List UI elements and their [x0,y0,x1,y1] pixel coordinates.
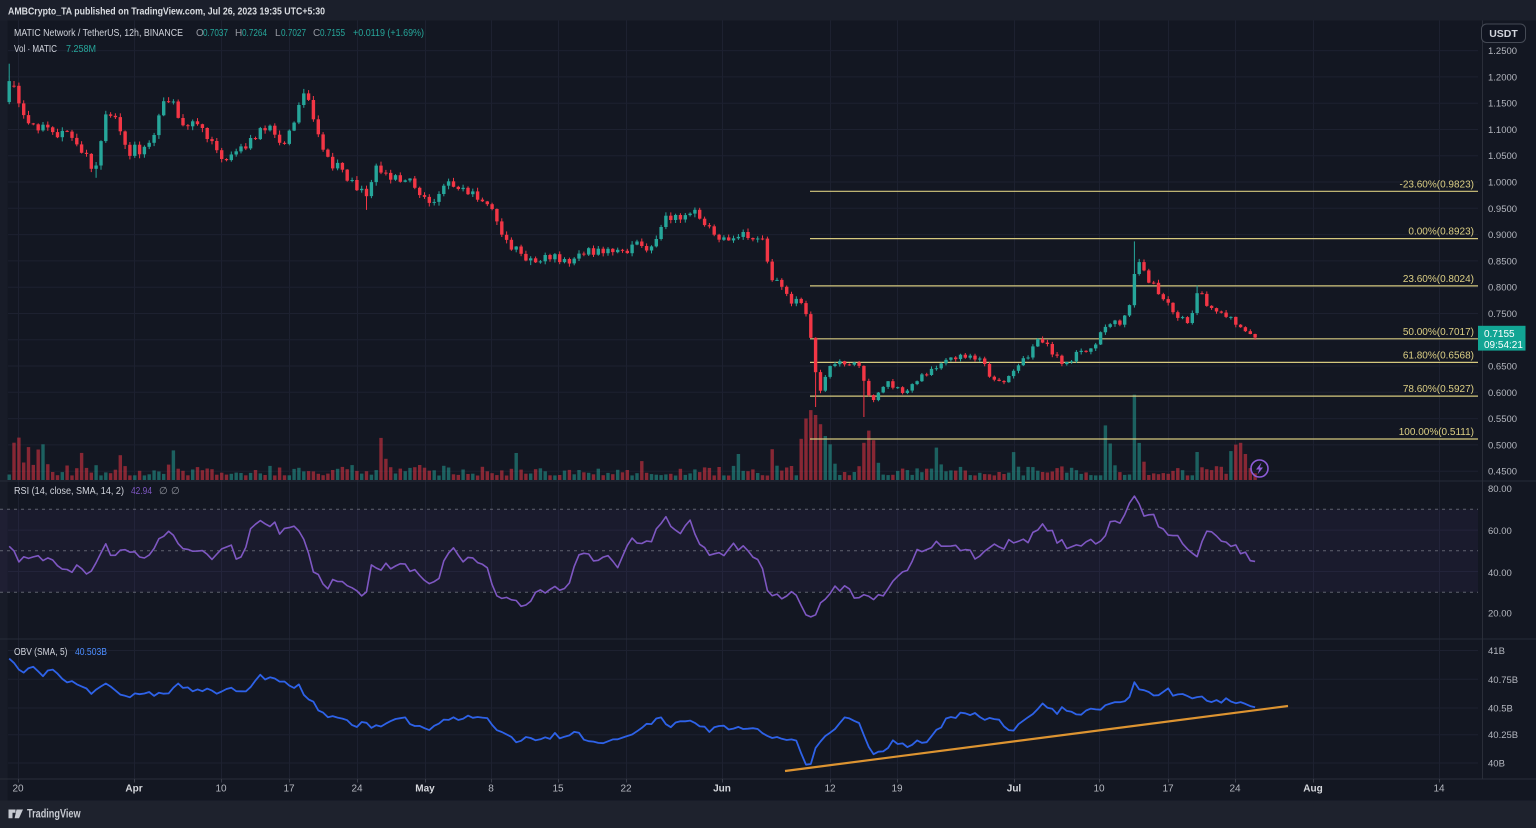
svg-text:20: 20 [12,784,24,795]
svg-text:15: 15 [552,784,564,795]
svg-text:24: 24 [351,784,363,795]
svg-text:0.7155: 0.7155 [1484,329,1515,340]
svg-text:50.00%(0.7017): 50.00%(0.7017) [1403,327,1474,338]
svg-text:100.00%(0.5111): 100.00%(0.5111) [1399,427,1474,438]
svg-text:1.2000: 1.2000 [1488,72,1517,83]
svg-text:O: O [196,28,204,39]
svg-text:Apr: Apr [125,784,142,795]
svg-text:USDT: USDT [1489,28,1518,40]
svg-text:1.1000: 1.1000 [1488,125,1517,136]
svg-text:TradingView: TradingView [27,807,81,821]
svg-text:61.80%(0.6568): 61.80%(0.6568) [1403,350,1474,361]
svg-text:0.7027: 0.7027 [281,28,306,39]
svg-text:78.60%(0.5927): 78.60%(0.5927) [1403,384,1474,395]
svg-text:12: 12 [824,784,836,795]
svg-text:Vol · MATIC: Vol · MATIC [14,44,57,55]
svg-text:40.5B: 40.5B [1488,704,1513,715]
svg-text:C: C [313,28,320,39]
svg-text:0.7037: 0.7037 [203,28,228,39]
svg-text:1.0500: 1.0500 [1488,151,1517,162]
svg-text:20.00: 20.00 [1488,609,1512,620]
svg-text:40.75B: 40.75B [1488,675,1518,686]
svg-text:0.4500: 0.4500 [1488,467,1517,478]
svg-text:10: 10 [215,784,227,795]
svg-text:MATIC Network / TetherUS, 12h,: MATIC Network / TetherUS, 12h, BINANCE [14,28,183,39]
svg-text:0.9000: 0.9000 [1488,230,1517,241]
svg-text:0.00%(0.8923): 0.00%(0.8923) [1408,227,1474,238]
svg-text:Jun: Jun [713,784,731,795]
svg-text:OBV (SMA, 5): OBV (SMA, 5) [14,647,68,658]
svg-text:23.60%(0.8024): 23.60%(0.8024) [1403,274,1474,285]
svg-text:40.00: 40.00 [1488,568,1512,579]
svg-text:+0.0119 (+1.69%): +0.0119 (+1.69%) [353,28,424,39]
svg-text:0.7500: 0.7500 [1488,309,1517,320]
svg-text:40.25B: 40.25B [1488,730,1518,741]
svg-text:1.2500: 1.2500 [1488,46,1517,57]
svg-text:24: 24 [1229,784,1241,795]
svg-text:Aug: Aug [1303,784,1322,795]
svg-text:10: 10 [1093,784,1105,795]
svg-text:80.00: 80.00 [1488,484,1512,495]
svg-text:0.6000: 0.6000 [1488,388,1517,399]
svg-text:09:54:21: 09:54:21 [1484,340,1523,351]
svg-text:17: 17 [1162,784,1174,795]
svg-text:60.00: 60.00 [1488,526,1512,537]
svg-text:L: L [275,28,281,39]
svg-text:22: 22 [620,784,632,795]
svg-text:∅: ∅ [171,486,180,497]
svg-text:40B: 40B [1488,759,1505,770]
svg-text:Jul: Jul [1007,784,1022,795]
svg-text:1.1500: 1.1500 [1488,99,1517,110]
svg-text:42.94: 42.94 [131,486,152,497]
svg-text:AMBCrypto_TA published on Trad: AMBCrypto_TA published on TradingView.co… [8,7,325,18]
svg-text:H: H [235,28,242,39]
svg-text:41B: 41B [1488,646,1505,657]
svg-text:0.5000: 0.5000 [1488,440,1517,451]
svg-text:0.5500: 0.5500 [1488,414,1517,425]
svg-text:May: May [415,784,435,795]
svg-text:0.7264: 0.7264 [242,28,267,39]
svg-text:1.0000: 1.0000 [1488,178,1517,189]
svg-text:14: 14 [1433,784,1445,795]
svg-text:∅: ∅ [159,486,168,497]
svg-text:8: 8 [488,784,494,795]
svg-text:0.7155: 0.7155 [320,28,345,39]
svg-text:7.258M: 7.258M [66,44,96,55]
svg-text:0.8000: 0.8000 [1488,283,1517,294]
svg-text:-23.60%(0.9823): -23.60%(0.9823) [1400,179,1475,190]
svg-text:0.6500: 0.6500 [1488,362,1517,373]
svg-text:0.8500: 0.8500 [1488,256,1517,267]
svg-text:17: 17 [283,784,295,795]
svg-text:0.9500: 0.9500 [1488,204,1517,215]
svg-text:19: 19 [891,784,903,795]
svg-text:RSI (14, close, SMA, 14, 2): RSI (14, close, SMA, 14, 2) [14,486,124,497]
svg-text:40.503B: 40.503B [75,647,107,658]
